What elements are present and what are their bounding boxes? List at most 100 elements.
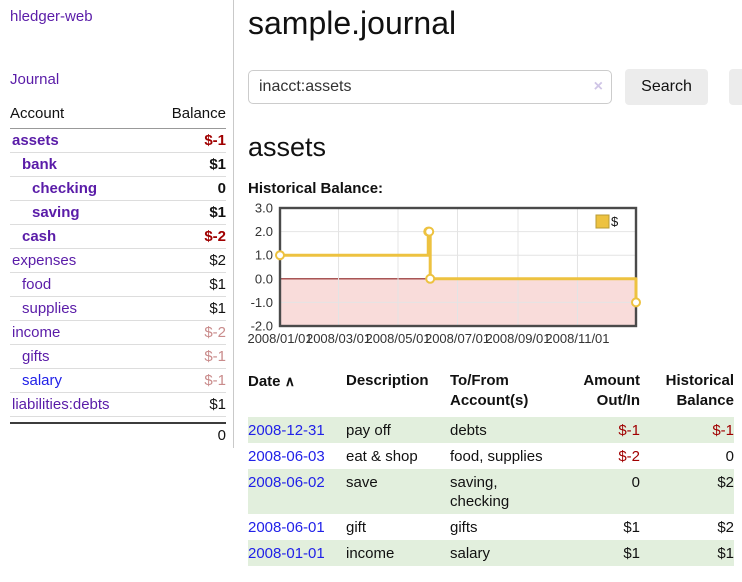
transaction-row: 2008-12-31 pay off debts $-1 $-1	[248, 417, 734, 443]
account-link[interactable]: salary	[22, 372, 63, 389]
account-link[interactable]: income	[12, 324, 61, 341]
accounts-header-balance: Balance	[149, 103, 226, 129]
transaction-amount-cell: $1	[558, 540, 640, 566]
data-point-marker	[425, 273, 436, 284]
transaction-date-link[interactable]: 2008-06-03	[248, 448, 325, 465]
sidebar-nav: Journal	[10, 71, 226, 88]
account-name-cell: checking	[10, 176, 150, 201]
accounts-header-row: Account Balance	[10, 103, 226, 129]
register-header-amount: Amount Out/In	[583, 372, 640, 409]
transaction-amount-cell: $-2	[618, 448, 640, 465]
clear-search-icon[interactable]: ×	[593, 78, 603, 95]
account-row: food $1	[10, 272, 226, 297]
x-axis-tick-label: 2008/09/01	[485, 331, 550, 346]
y-axis-tick-label: 3.0	[255, 201, 273, 216]
account-balance: $2	[149, 248, 226, 273]
account-link[interactable]: saving	[32, 204, 80, 221]
search-input[interactable]	[248, 70, 612, 104]
account-row: income $-2	[10, 320, 226, 345]
main-content: sample.journal × Search ? assets Histori…	[247, 0, 742, 566]
transaction-accounts-cell: food, supplies	[450, 448, 543, 465]
transaction-date-cell: 2008-12-31	[248, 417, 346, 443]
sidebar-item-journal[interactable]: Journal	[10, 71, 60, 88]
account-balance: $-1	[149, 344, 226, 369]
y-axis-tick-label: 1.0	[255, 248, 273, 263]
search-box: ×	[248, 70, 612, 104]
x-axis-tick-label: 2008/05/01	[365, 331, 430, 346]
transaction-date-link[interactable]: 2008-06-01	[248, 519, 325, 536]
data-point-marker	[631, 297, 641, 308]
account-name-cell: expenses	[10, 248, 150, 273]
transaction-description-cell: gift	[346, 519, 367, 536]
account-row: salary $-1	[10, 368, 226, 393]
accounts-header-account: Account	[10, 103, 150, 129]
transaction-description-cell: income	[346, 540, 450, 566]
account-link[interactable]: expenses	[12, 252, 77, 269]
register-header-description: Description	[346, 372, 429, 389]
account-name-cell: supplies	[10, 296, 150, 321]
register-header-date[interactable]: Date ∧	[248, 369, 346, 417]
account-balance: $1	[149, 200, 226, 225]
register-header-row: Date ∧ Description To/From Account(s) Am…	[248, 369, 734, 417]
account-balance: $1	[149, 392, 226, 417]
account-name-cell: saving	[10, 200, 150, 225]
account-name-cell: bank	[10, 152, 150, 177]
transaction-row: 2008-06-03 eat & shop food, supplies $-2 0	[248, 443, 734, 469]
transaction-date-link[interactable]: 2008-06-02	[248, 474, 325, 491]
account-row: expenses $2	[10, 248, 226, 273]
account-link[interactable]: food	[22, 276, 52, 293]
date-header-label: Date	[248, 373, 281, 390]
account-row: liabilities:debts $1	[10, 392, 226, 417]
transaction-row: 2008-06-01 gift gifts $1 $2	[248, 514, 734, 540]
search-form: × Search ?	[248, 69, 742, 106]
account-row: checking 0	[10, 176, 226, 201]
account-balance: $-2	[149, 320, 226, 345]
account-link[interactable]: checking	[32, 180, 98, 197]
account-link[interactable]: bank	[22, 156, 58, 173]
transaction-amount-cell: $1	[623, 519, 640, 536]
x-axis-tick-label: 2008/11/01	[545, 331, 609, 346]
account-balance: $-1	[149, 128, 226, 153]
account-balance: $1	[149, 296, 226, 321]
transaction-date-cell: 2008-06-01	[248, 514, 346, 540]
app-title-link[interactable]: hledger-web	[10, 8, 93, 25]
account-row: supplies $1	[10, 296, 226, 321]
plot-border	[278, 206, 638, 328]
legend-swatch	[595, 214, 610, 229]
account-balance: $-2	[149, 224, 226, 249]
legend-label: $	[611, 214, 619, 229]
account-link[interactable]: assets	[12, 132, 59, 149]
account-name-cell: cash	[10, 224, 150, 249]
transaction-date-link[interactable]: 2008-12-31	[248, 422, 325, 439]
transaction-description-cell: save	[346, 469, 450, 514]
account-link[interactable]: supplies	[22, 300, 78, 317]
account-name-cell: salary	[10, 368, 150, 393]
account-row: assets $-1	[10, 128, 226, 153]
transaction-date-link[interactable]: 2008-01-01	[248, 545, 325, 562]
page-title: sample.journal	[248, 5, 457, 41]
account-balance: $1	[149, 152, 226, 177]
account-balance: 0	[149, 176, 226, 201]
help-button[interactable]: ?	[729, 69, 742, 105]
accounts-total: 0	[10, 422, 226, 444]
account-name-cell: assets	[10, 128, 150, 153]
account-name-cell: income	[10, 320, 150, 345]
x-axis-tick-label: 2008/03/01	[306, 331, 371, 346]
search-button[interactable]: Search	[625, 69, 708, 105]
app-brand: hledger-web	[10, 8, 226, 25]
x-axis-tick-label: 2008/01/01	[247, 331, 312, 346]
transaction-description-cell: pay off	[346, 417, 450, 443]
account-name-cell: gifts	[10, 344, 150, 369]
transaction-date-cell: 2008-01-01	[248, 540, 346, 566]
transaction-balance-cell: $2	[717, 519, 734, 536]
transaction-accounts-cell: gifts	[450, 519, 478, 536]
transaction-row: 2008-06-02 save saving, checking 0 $2	[248, 469, 734, 514]
register-header-accounts: To/From Account(s)	[450, 372, 529, 409]
account-link[interactable]: gifts	[22, 348, 50, 365]
transaction-description-cell: eat & shop	[346, 448, 418, 465]
transaction-date-cell: 2008-06-02	[248, 469, 346, 514]
account-link[interactable]: liabilities:debts	[12, 396, 110, 413]
account-link[interactable]: cash	[22, 228, 57, 245]
register-header-balance: Historical Balance	[665, 372, 734, 409]
account-balance: $-1	[149, 368, 226, 393]
